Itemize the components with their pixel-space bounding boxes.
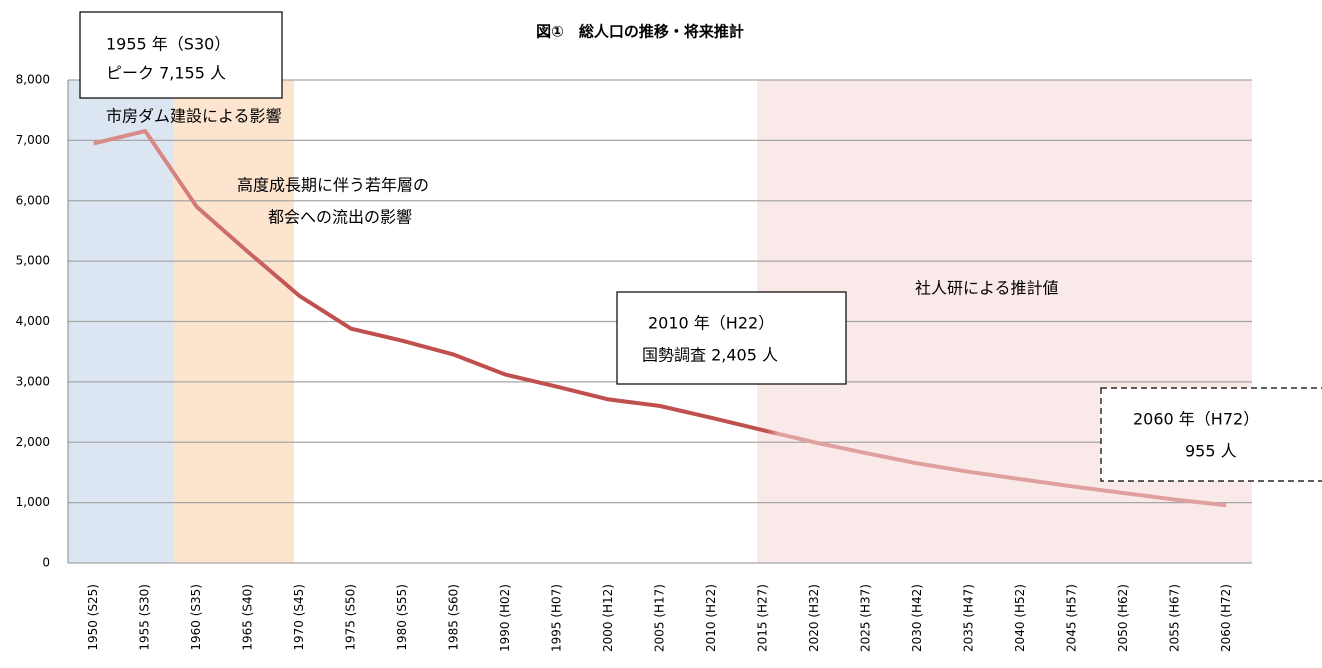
y-tick-label: 0 — [42, 556, 50, 570]
x-tick-label: 1995 (H07) — [550, 584, 564, 652]
y-tick-label: 5,000 — [16, 254, 50, 268]
annotation: 2060 年（H72） — [1133, 410, 1259, 429]
x-tick-label: 2055 (H67) — [1167, 584, 1181, 652]
annotation: 1955 年（S30） — [106, 35, 230, 54]
x-tick-label: 1985 (S60) — [447, 584, 461, 651]
x-tick-label: 1980 (S55) — [395, 584, 409, 651]
annotation-box — [1100, 387, 1322, 482]
x-tick-label: 2020 (H32) — [807, 584, 821, 652]
y-tick-label: 6,000 — [16, 193, 50, 207]
annotation-box — [616, 291, 847, 385]
annotation: ピーク 7,155 人 — [106, 64, 226, 83]
x-tick-label: 1955 (S30) — [138, 584, 152, 651]
x-tick-label: 2030 (H42) — [910, 584, 924, 652]
x-tick-label: 2015 (H27) — [755, 584, 769, 652]
annotation: 国勢調査 2,405 人 — [642, 346, 778, 365]
x-tick-label: 2005 (H17) — [653, 584, 667, 652]
annotation: 高度成長期に伴う若年層の — [237, 176, 429, 195]
annotation-box — [79, 11, 283, 99]
y-tick-label: 8,000 — [16, 73, 50, 87]
chart-title: 図① 総人口の推移・将来推計 — [536, 23, 744, 41]
y-tick-label: 1,000 — [16, 495, 50, 509]
x-tick-label: 1965 (S40) — [241, 584, 255, 651]
annotation: 市房ダム建設による影響 — [106, 107, 282, 126]
x-tick-label: 1950 (S25) — [86, 584, 100, 651]
line — [93, 129, 1227, 508]
x-tick-label: 1975 (S50) — [344, 584, 358, 651]
x-tick-label: 2045 (H57) — [1064, 584, 1078, 652]
x-tick-label: 2040 (H52) — [1013, 584, 1027, 652]
annotation: 955 人 — [1185, 442, 1237, 461]
annotation: 都会への流出の影響 — [268, 208, 412, 227]
y-tick-label: 4,000 — [16, 314, 50, 328]
x-tick-label: 1960 (S35) — [189, 584, 203, 651]
y-tick-label: 2,000 — [16, 435, 50, 449]
x-tick-label: 1970 (S45) — [292, 584, 306, 651]
x-tick-label: 2035 (H47) — [961, 584, 975, 652]
x-tick-label: 2025 (H37) — [858, 584, 872, 652]
x-tick-label: 2060 (H72) — [1219, 584, 1233, 652]
x-tick-label: 2010 (H22) — [704, 584, 718, 652]
x-tick-label: 2000 (H12) — [601, 584, 615, 652]
annotation: 2010 年（H22） — [648, 314, 774, 333]
y-tick-label: 7,000 — [16, 133, 50, 147]
y-tick-label: 3,000 — [16, 374, 50, 388]
x-tick-label: 2050 (H62) — [1116, 584, 1130, 652]
x-tick-label: 1990 (H02) — [498, 584, 512, 652]
annotation: 社人研による推計値 — [915, 279, 1059, 298]
